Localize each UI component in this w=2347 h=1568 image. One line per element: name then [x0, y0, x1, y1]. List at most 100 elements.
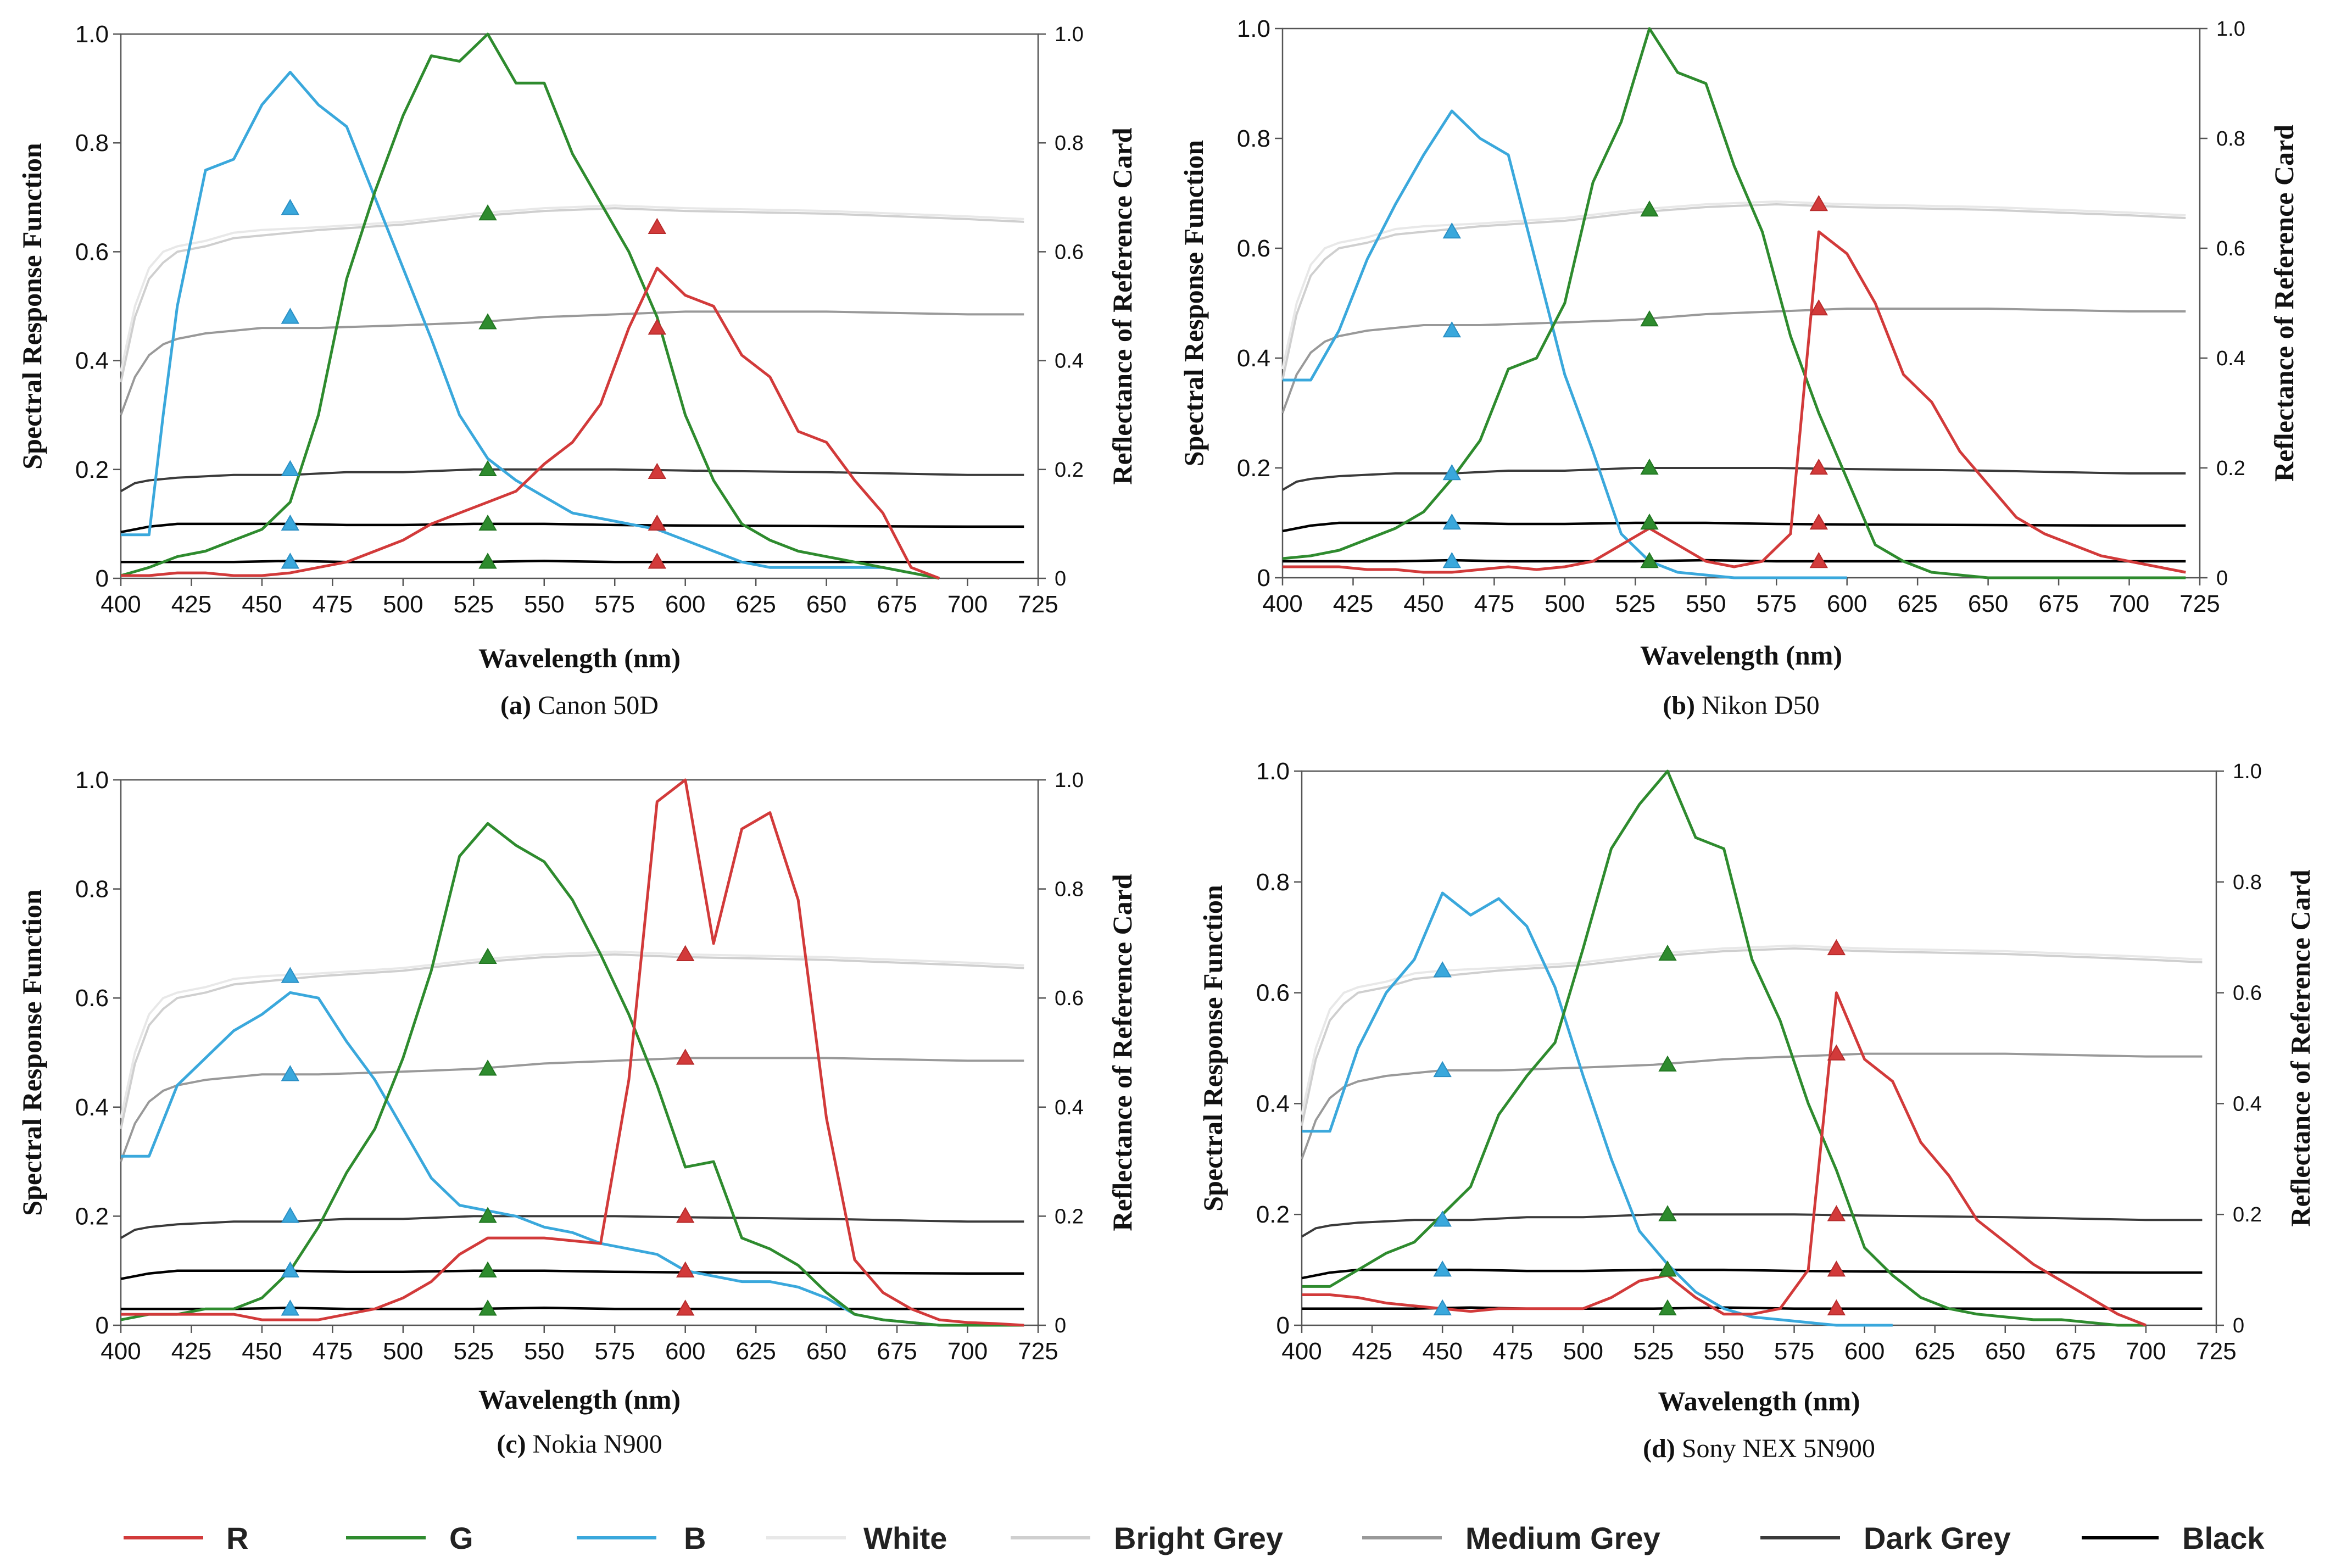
x-tick-label: 525 [454, 1338, 494, 1365]
x-axis-title: Wavelength (nm) [1640, 640, 1842, 671]
panel-caption-text: Nikon D50 [1695, 691, 1820, 720]
x-tick-label: 450 [1422, 1338, 1462, 1365]
x-tick-label: 425 [1352, 1338, 1392, 1365]
x-tick-label: 400 [101, 1338, 141, 1365]
series-line-darkgrey [120, 1215, 1024, 1239]
marker-triangle-b [281, 1207, 300, 1223]
plot-frame [120, 779, 1039, 1326]
x-tick-label: 725 [1018, 1338, 1058, 1365]
x-tick-label: 625 [735, 591, 776, 618]
series-line-white [1281, 200, 2186, 370]
y2-tick-label: 0.2 [1055, 1205, 1084, 1228]
x-tick-label: 475 [1493, 1338, 1533, 1365]
y-axis-title: Spectral Response Function [1197, 885, 1228, 1212]
y-tick-label: 0.6 [1256, 980, 1290, 1007]
x-tick-label: 600 [665, 1338, 705, 1365]
series-line-r [1283, 230, 2186, 574]
chart-panel-canon-50d: 400 425 450 475 500 525 550 575 600 625 650 675 700 7… [16, 21, 1138, 720]
x-tick-label: 575 [1774, 1338, 1814, 1365]
marker-triangle-g [478, 1059, 497, 1076]
x-tick-label: 725 [2196, 1338, 2236, 1365]
y-tick-label: 0 [96, 1312, 109, 1339]
marker-triangle-b [281, 199, 300, 215]
y2-axis-title: Reflectance of Reference Card [1107, 127, 1138, 484]
y2-tick-label: 1.0 [2216, 18, 2245, 41]
x-tick-label: 475 [313, 1338, 353, 1365]
y2-tick-label: 0 [1055, 567, 1066, 590]
marker-triangle-g [1658, 944, 1677, 961]
panel-caption: (b) Nikon D50 [1663, 691, 1819, 720]
x-tick-label: 625 [735, 1338, 776, 1365]
series-line-black [1302, 1306, 2203, 1310]
marker-triangle-b [281, 514, 300, 531]
marker-triangle-r [1827, 939, 1846, 956]
panel-caption-text: Nokia N900 [526, 1430, 662, 1459]
series-line-r [121, 266, 940, 580]
marker-triangle-b [281, 1299, 300, 1316]
y-tick-label: 0 [1276, 1312, 1290, 1339]
series-line-g [120, 822, 1024, 1327]
x-tick-label: 625 [1915, 1338, 1955, 1365]
series-line-darkgrey [120, 468, 1024, 493]
marker-triangle-b [1442, 464, 1462, 481]
y-tick-label: 0.8 [75, 876, 109, 903]
x-tick-label: 600 [1827, 590, 1867, 617]
x-tick-label: 700 [947, 591, 988, 618]
y-tick-label: 0.6 [1237, 235, 1270, 262]
y2-tick-label: 1.0 [1055, 769, 1084, 792]
x-tick-label: 675 [877, 591, 917, 618]
legend-label-r: R [226, 1521, 248, 1555]
y2-tick-label: 1.0 [1055, 23, 1084, 46]
x-axis-title: Wavelength (nm) [1658, 1386, 1860, 1416]
series-line-g [120, 32, 940, 580]
y2-tick-label: 0.8 [1055, 132, 1084, 155]
y2-tick-label: 1.0 [2233, 760, 2262, 783]
series-line-mediumgrey [1281, 308, 2186, 414]
y2-axis-title: Reflectance of Reference Card [2268, 125, 2299, 482]
marker-triangle-g [1640, 310, 1659, 327]
x-tick-label: 575 [1757, 590, 1797, 617]
marker-triangle-r [676, 945, 695, 962]
y-tick-label: 0.4 [75, 1094, 109, 1121]
x-tick-label: 700 [2109, 590, 2149, 617]
y2-tick-label: 0.2 [1055, 459, 1084, 482]
marker-triangle-r [676, 1299, 695, 1316]
marker-triangle-g [478, 514, 497, 531]
x-tick-label: 525 [454, 591, 494, 618]
chart-panel-nikon-d50: 400 425 450 475 500 525 550 575 600 625 650 675 700 7… [1178, 15, 2299, 720]
x-tick-label: 425 [171, 1338, 211, 1365]
plot-frame [1301, 770, 2217, 1326]
legend-label-mediumgrey: Medium Grey [1465, 1521, 1660, 1555]
y2-tick-label: 0.6 [2233, 982, 2262, 1005]
marker-triangle-b [281, 308, 300, 324]
x-tick-label: 650 [1985, 1338, 2025, 1365]
x-tick-label: 525 [1615, 590, 1655, 617]
y-tick-label: 0.4 [1237, 345, 1270, 372]
series-line-black [120, 522, 1024, 534]
x-tick-label: 550 [524, 1338, 564, 1365]
legend-label-darkgrey: Dark Grey [1864, 1521, 2011, 1555]
panel-caption-tag: (b) [1663, 691, 1695, 720]
marker-triangle-g [1658, 1260, 1677, 1277]
y2-axis-title: Reflectance of Reference Card [1107, 874, 1138, 1231]
series-line-brightgrey [120, 953, 1024, 1129]
x-tick-label: 500 [1545, 590, 1585, 617]
series-line-mediumgrey [120, 1057, 1024, 1162]
series-line-brightgrey [1281, 203, 2186, 381]
marker-triangle-g [1658, 1205, 1677, 1221]
y-tick-label: 0.4 [1256, 1090, 1290, 1117]
marker-triangle-r [676, 1261, 695, 1277]
x-tick-label: 475 [1474, 590, 1514, 617]
panel-caption-text: Sony NEX 5N900 [1675, 1434, 1875, 1463]
x-tick-label: 575 [595, 591, 635, 618]
marker-triangle-g [1658, 1055, 1677, 1072]
marker-triangle-b [281, 1261, 300, 1277]
x-tick-label: 725 [2179, 590, 2220, 617]
y2-tick-label: 0.6 [1055, 987, 1084, 1010]
y2-tick-label: 0.2 [2216, 457, 2245, 480]
panel-caption-tag: (d) [1643, 1434, 1675, 1463]
series-line-r [1302, 991, 2147, 1327]
x-tick-label: 450 [1403, 590, 1443, 617]
legend-label-g: G [449, 1521, 473, 1555]
marker-triangle-g [478, 313, 497, 330]
